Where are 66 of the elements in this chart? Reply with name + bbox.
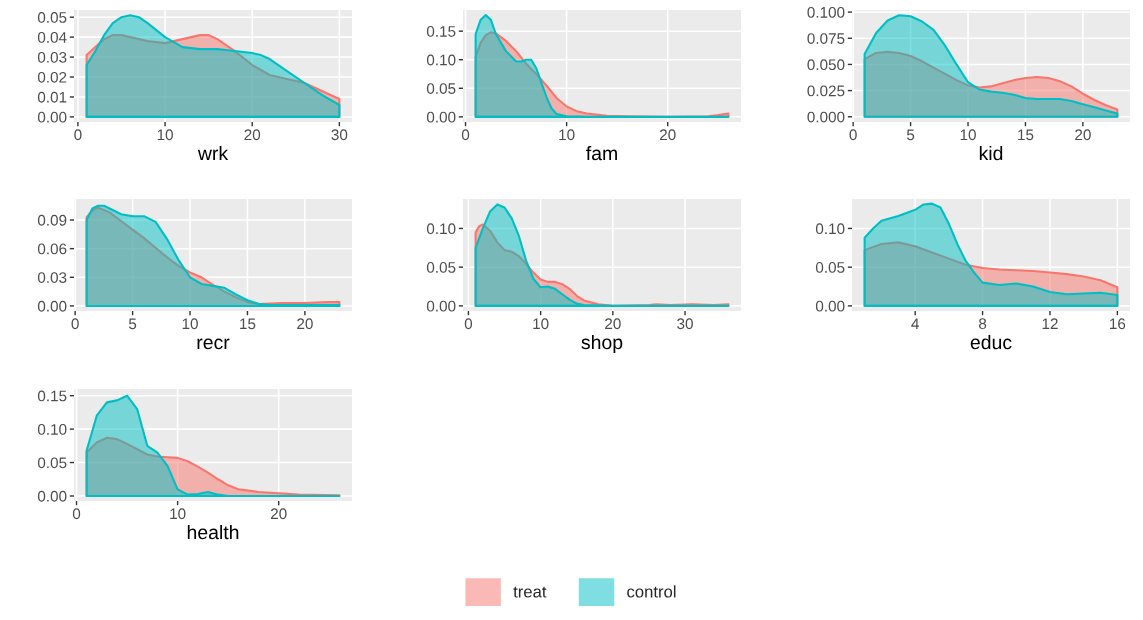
x-tick-label: 20	[297, 318, 313, 330]
y-tick-label: 0.03	[37, 272, 67, 283]
y-tick-label: 0.10	[426, 223, 456, 235]
y-tick-label: 0.15	[426, 26, 456, 37]
x-axis-title: fam	[586, 145, 617, 161]
y-tick-label: 0.03	[37, 51, 67, 63]
x-tick-label: 20	[659, 129, 676, 141]
x-axis-title: wrk	[197, 145, 229, 161]
x-tick-label: 0	[461, 129, 470, 141]
x-tick-label: 30	[331, 129, 348, 141]
x-tick-label: 20	[605, 318, 621, 330]
y-tick-label: 0.05	[37, 457, 67, 469]
x-tick-label: 0	[72, 508, 81, 520]
x-tick-label: 12	[1042, 318, 1058, 330]
x-axis-title: educ	[970, 334, 1012, 350]
y-tick-label: 0.00	[815, 300, 845, 312]
y-tick-label: 0.15	[37, 390, 67, 402]
y-tick-label: 0.04	[37, 31, 67, 43]
x-axis-title: kid	[979, 145, 1003, 161]
x-axis-title: shop	[581, 334, 623, 354]
y-tick-label: 0.050	[807, 59, 845, 71]
x-axis-title: recr	[197, 338, 230, 350]
y-tick-label: 0.05	[37, 12, 67, 23]
x-tick-label: 15	[240, 318, 256, 330]
x-tick-label: 10	[559, 129, 575, 141]
x-tick-label: 5	[128, 318, 137, 330]
y-tick-label: 0.01	[37, 91, 67, 103]
x-tick-label: 16	[1110, 318, 1126, 330]
x-tick-label: 0	[464, 318, 473, 330]
x-tick-label: 30	[677, 318, 693, 330]
x-tick-label: 8	[978, 318, 987, 330]
x-tick-label: 0	[849, 129, 857, 141]
y-tick-label: 0.06	[37, 243, 67, 255]
y-tick-label: 0.100	[807, 6, 845, 18]
legend-label: control	[627, 585, 676, 598]
y-tick-label: 0.000	[807, 111, 845, 123]
y-tick-label: 0.02	[37, 71, 67, 83]
x-tick-label: 10	[533, 318, 549, 330]
y-tick-label: 0.05	[815, 262, 845, 273]
x-tick-label: 0	[74, 129, 82, 141]
x-tick-label: 20	[1075, 129, 1091, 141]
x-tick-label: 5	[906, 129, 915, 141]
y-tick-label: 0.00	[426, 300, 456, 312]
y-tick-label: 0.075	[807, 33, 845, 44]
y-tick-label: 0.10	[426, 54, 456, 66]
y-tick-label: 0.05	[426, 83, 456, 94]
x-tick-label: 10	[157, 129, 173, 141]
x-tick-label: 20	[244, 129, 261, 141]
y-tick-label: 0.00	[426, 111, 456, 123]
y-tick-label: 0.10	[37, 423, 67, 435]
x-axis-title: health	[187, 524, 239, 540]
y-tick-label: 0.05	[426, 262, 456, 273]
y-tick-label: 0.00	[37, 490, 67, 502]
x-tick-label: 4	[911, 318, 919, 330]
x-tick-label: 10	[960, 129, 976, 141]
x-tick-label: 10	[170, 508, 186, 520]
y-tick-label: 0.10	[815, 223, 845, 235]
x-tick-label: 15	[1018, 129, 1034, 141]
legend-label: treat	[513, 586, 547, 598]
x-tick-label: 10	[182, 318, 198, 330]
y-tick-label: 0.00	[37, 111, 67, 123]
y-tick-label: 0.09	[37, 214, 67, 226]
y-tick-label: 0.00	[37, 300, 67, 312]
x-tick-label: 0	[71, 318, 79, 330]
y-tick-label: 0.025	[807, 85, 845, 97]
x-tick-label: 20	[270, 508, 287, 520]
